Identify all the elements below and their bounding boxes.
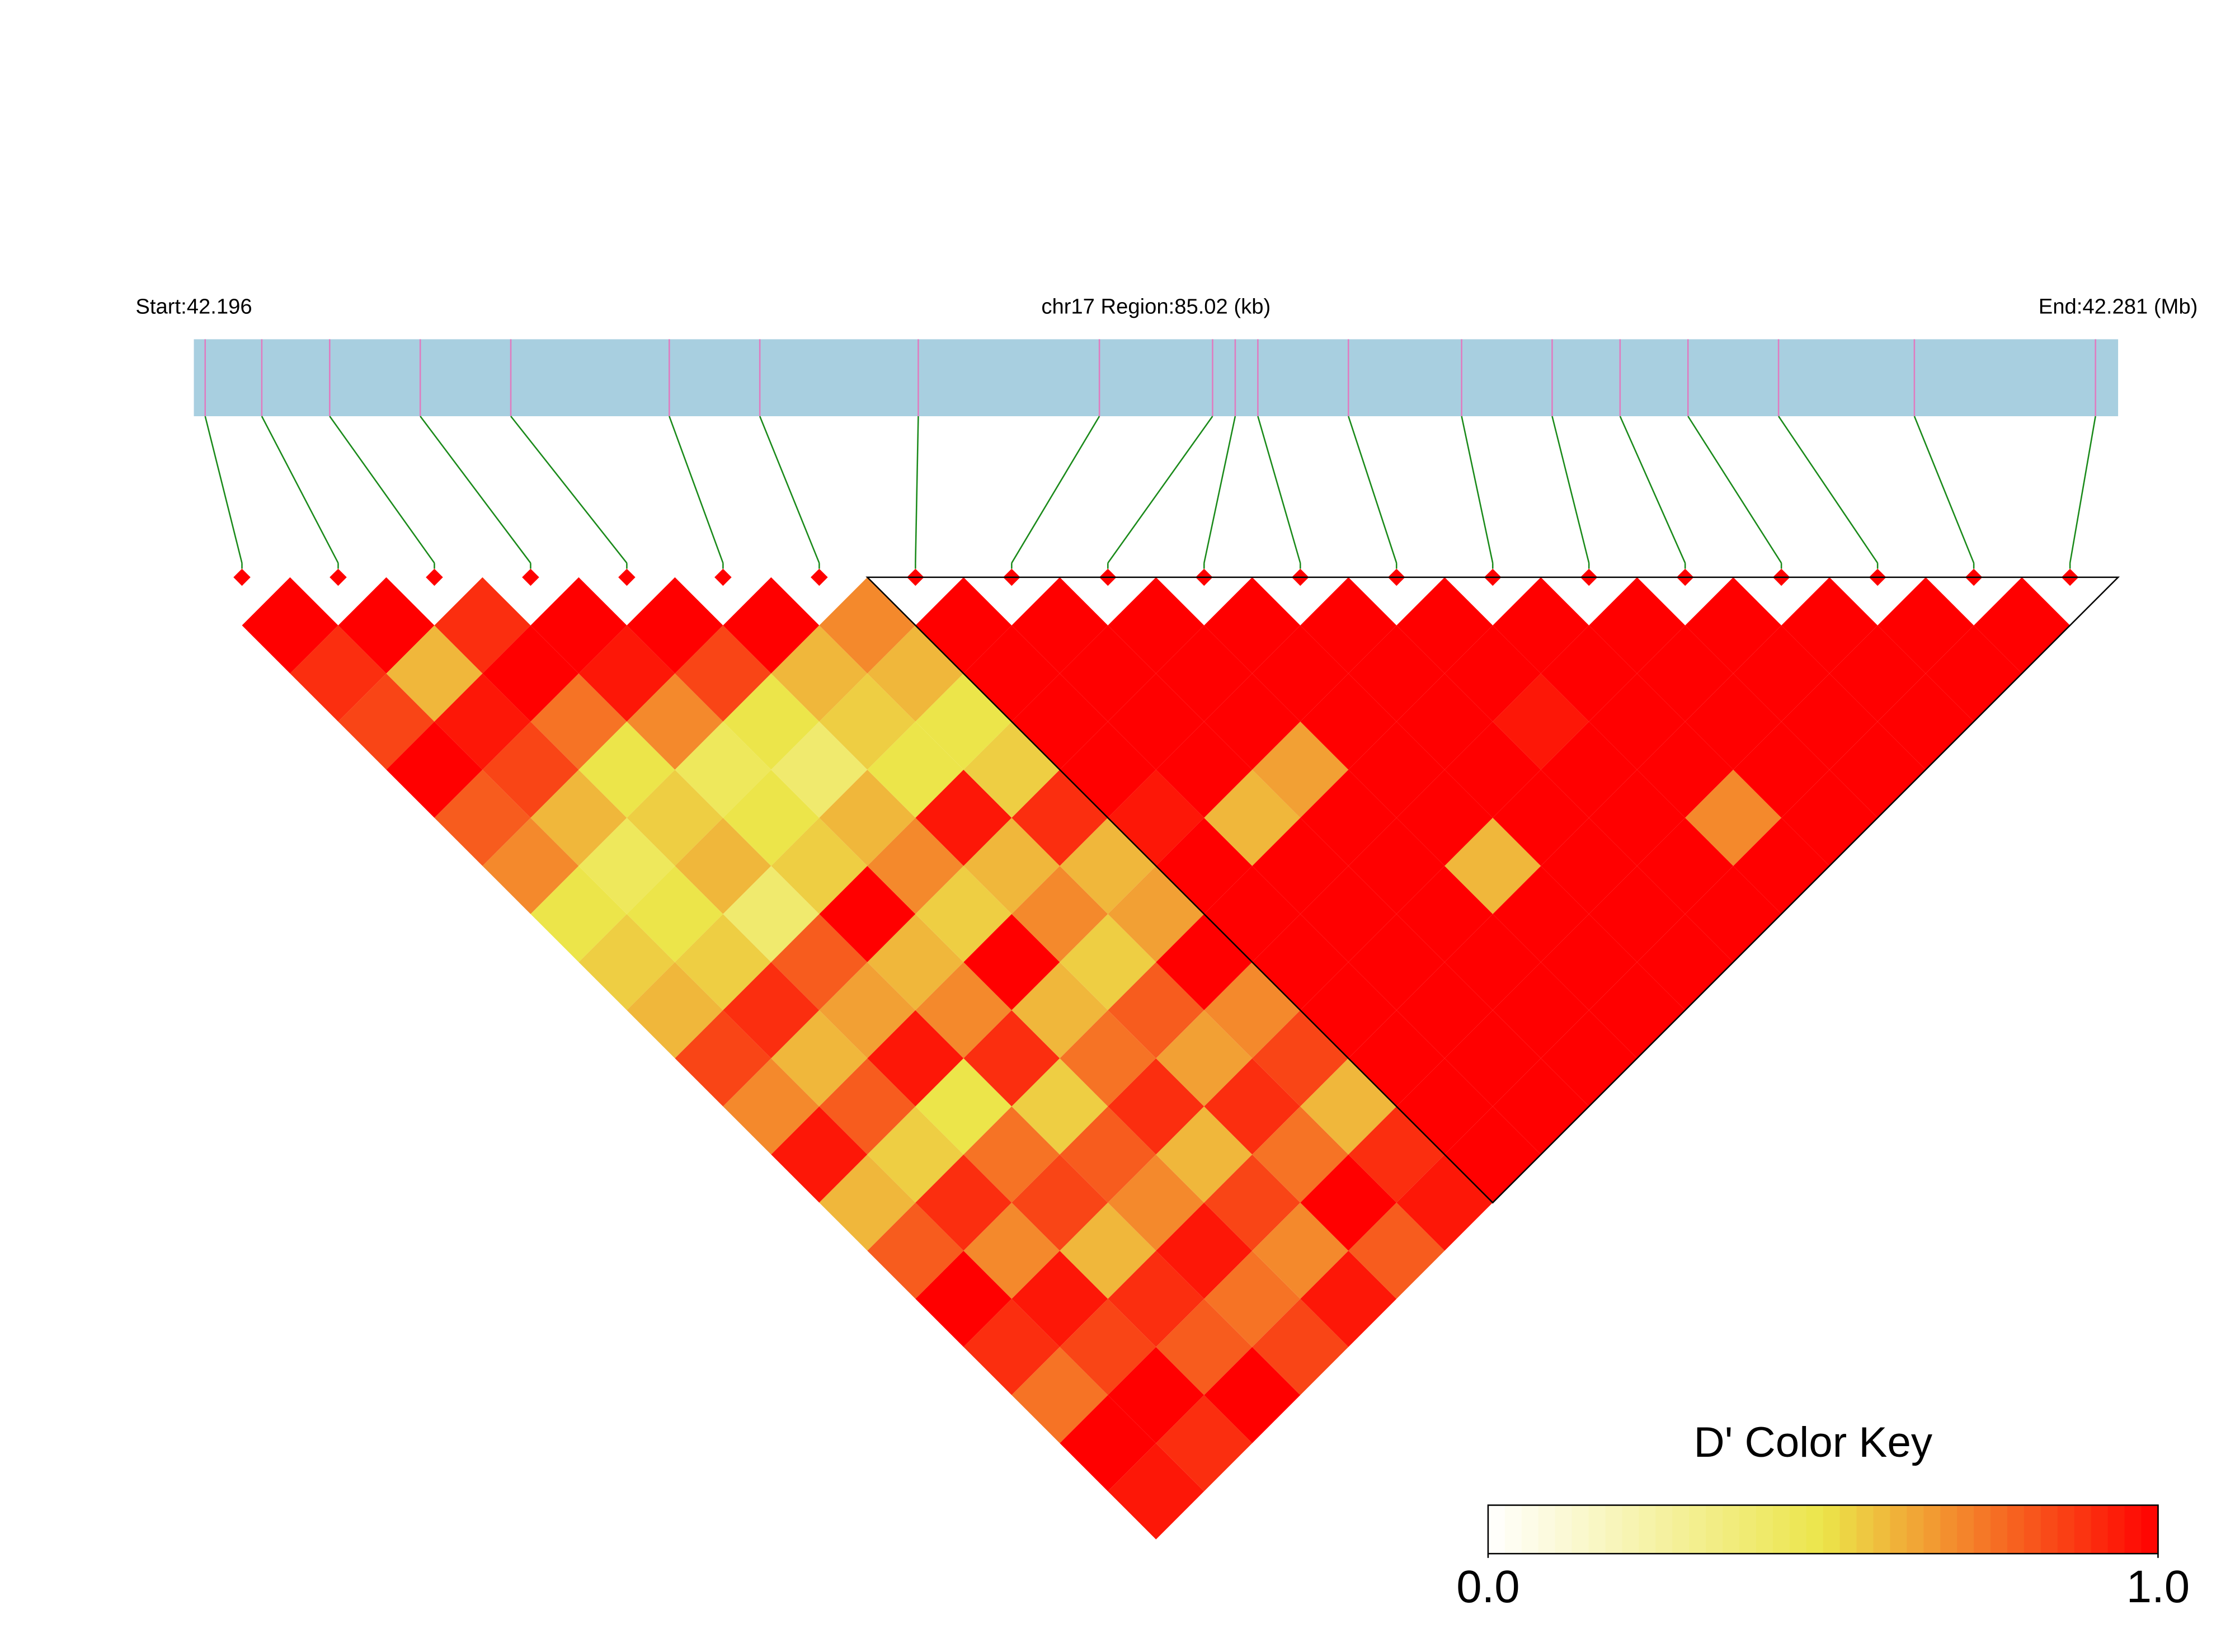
color-key-step bbox=[2141, 1505, 2159, 1554]
snp-connector bbox=[759, 416, 820, 563]
snp-connector bbox=[1778, 416, 1879, 564]
color-key-step bbox=[2074, 1505, 2092, 1554]
chart-title: chr17 Region:85.02 (kb) bbox=[1041, 295, 1271, 319]
color-key-step bbox=[1488, 1505, 1506, 1554]
snp-connector bbox=[329, 416, 435, 564]
ld-cell bbox=[1204, 577, 1301, 674]
region-bar bbox=[194, 339, 2119, 416]
ld-cell bbox=[1011, 577, 1108, 674]
ld-cell bbox=[1493, 577, 1589, 674]
color-key-step bbox=[1521, 1505, 1540, 1554]
color-key-tick-label: 0.0 bbox=[1456, 1561, 1519, 1612]
snp-connector bbox=[1011, 416, 1100, 564]
color-key-step bbox=[2024, 1505, 2042, 1554]
color-key-step bbox=[1555, 1505, 1573, 1554]
color-key-frame bbox=[1487, 1504, 2159, 1555]
snp-connector bbox=[1913, 416, 1975, 563]
color-key-tick-label: 1.0 bbox=[2126, 1561, 2190, 1612]
color-key-step bbox=[1655, 1505, 1673, 1554]
snp-connector bbox=[1203, 416, 1236, 563]
color-key-step bbox=[1756, 1505, 1774, 1554]
color-key-step bbox=[1504, 1505, 1523, 1554]
color-key-step bbox=[2057, 1505, 2076, 1554]
color-key-step bbox=[1806, 1505, 1824, 1554]
snp-connector bbox=[1551, 416, 1590, 563]
color-key-step bbox=[1622, 1505, 1640, 1554]
color-key-step bbox=[1723, 1505, 1740, 1554]
snp-connector bbox=[1107, 416, 1213, 564]
color-key-title: D' Color Key bbox=[1694, 1419, 1933, 1466]
marker-diamond bbox=[522, 568, 539, 586]
snp-connector bbox=[204, 416, 243, 563]
color-key-step bbox=[1739, 1505, 1757, 1554]
ld-cell bbox=[1781, 577, 1878, 674]
ld-cell bbox=[290, 625, 387, 722]
snp-connector bbox=[1619, 416, 1686, 563]
color-key-step bbox=[1571, 1505, 1589, 1554]
color-key-step bbox=[2040, 1505, 2059, 1554]
color-key-step bbox=[1823, 1505, 1841, 1554]
color-key-step bbox=[1588, 1505, 1606, 1554]
color-key-step bbox=[2107, 1505, 2125, 1554]
ld-cell bbox=[1204, 673, 1301, 770]
snp-connector bbox=[261, 416, 339, 564]
color-key-step bbox=[1940, 1505, 1958, 1554]
ld-cell bbox=[1685, 577, 1782, 674]
ld-cell bbox=[1108, 577, 1204, 674]
color-key-step bbox=[2091, 1505, 2109, 1554]
color-key-step bbox=[1672, 1505, 1690, 1554]
snp-connector bbox=[915, 416, 919, 563]
snp-connector bbox=[420, 416, 531, 564]
ld-cell bbox=[1300, 577, 1397, 674]
color-key-step bbox=[1957, 1505, 1975, 1554]
end-label: End:42.281 (Mb) bbox=[2039, 295, 2198, 319]
snp-connector bbox=[510, 416, 628, 564]
color-key-step bbox=[1538, 1505, 1556, 1554]
snp-connector bbox=[1461, 416, 1494, 563]
ld-cell bbox=[1396, 577, 1493, 674]
snp-connector bbox=[669, 416, 724, 563]
marker-diamond bbox=[330, 568, 347, 586]
marker-diamond bbox=[618, 568, 636, 586]
ld-cell bbox=[1204, 1250, 1301, 1347]
color-key-step bbox=[1923, 1505, 1941, 1554]
color-key-step bbox=[1991, 1505, 2008, 1554]
marker-diamond bbox=[426, 568, 443, 586]
ld-cell bbox=[819, 577, 916, 674]
ld-cell bbox=[242, 577, 338, 674]
ld-cell bbox=[1878, 577, 1974, 674]
color-key-step bbox=[1689, 1505, 1707, 1554]
color-key-step bbox=[1890, 1505, 1908, 1554]
snp-connector bbox=[1687, 416, 1782, 564]
ld-cell bbox=[1204, 1058, 1301, 1155]
color-key-step bbox=[1907, 1505, 1925, 1554]
snp-connector bbox=[1257, 416, 1301, 563]
color-key-step bbox=[1789, 1505, 1808, 1554]
color-key-step bbox=[2007, 1505, 2025, 1554]
ld-cell bbox=[338, 577, 435, 674]
ld-cell bbox=[723, 577, 820, 674]
color-key-step bbox=[1974, 1505, 1992, 1554]
marker-diamond bbox=[714, 568, 732, 586]
color-key-step bbox=[1772, 1505, 1791, 1554]
color-key-step bbox=[1873, 1505, 1891, 1554]
color-key-step bbox=[1856, 1505, 1874, 1554]
color-key-step bbox=[1706, 1505, 1724, 1554]
marker-diamond bbox=[233, 568, 251, 586]
snp-connector bbox=[2069, 416, 2096, 563]
color-key-step bbox=[1605, 1505, 1623, 1554]
start-label: Start:42.196 bbox=[135, 295, 252, 319]
ld-cell bbox=[1589, 577, 1686, 674]
ld-cell bbox=[1204, 962, 1301, 1058]
marker-diamond bbox=[811, 568, 828, 586]
color-key-step bbox=[1839, 1505, 1857, 1554]
color-key-step bbox=[2124, 1505, 2142, 1554]
color-key-step bbox=[1639, 1505, 1657, 1554]
ld-block bbox=[865, 576, 2120, 1204]
ld-cell bbox=[1204, 769, 1301, 866]
snp-connector bbox=[1348, 416, 1398, 563]
